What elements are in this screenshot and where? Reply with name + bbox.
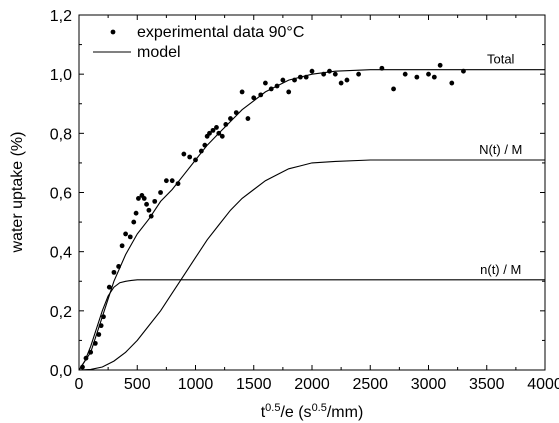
data-point	[431, 74, 437, 80]
data-point	[152, 198, 158, 204]
y-tick-label: 0,6	[50, 186, 72, 203]
model-curve-total	[78, 69, 545, 371]
data-point	[210, 127, 216, 133]
y-tick-label: 0,2	[50, 304, 72, 321]
data-point	[280, 77, 286, 83]
curve-label: Total	[487, 52, 515, 67]
legend-dot-marker	[110, 29, 116, 35]
data-point	[426, 71, 431, 77]
data-point	[263, 80, 268, 86]
curve-label: n(t) / M	[480, 262, 521, 277]
y-tick-label: 1,0	[50, 67, 72, 84]
x-tick-label: 1500	[236, 376, 272, 393]
data-point	[144, 201, 149, 207]
model-curve-ntm	[78, 279, 545, 371]
data-point	[136, 196, 141, 201]
data-point	[356, 71, 361, 77]
curve-label: N(t) / M	[479, 142, 522, 157]
data-point	[131, 219, 137, 225]
data-point	[214, 125, 219, 130]
y-tick-label: 0,4	[50, 245, 72, 262]
x-tick-label: 1000	[178, 376, 214, 393]
data-point	[332, 71, 338, 77]
data-point	[96, 332, 102, 337]
data-point	[111, 269, 117, 275]
y-tick-label: 1,2	[50, 8, 72, 25]
y-tick-label: 0,8	[50, 126, 72, 143]
data-point	[163, 178, 169, 184]
x-axis-title-mid: /e (s	[280, 404, 311, 421]
data-point	[391, 86, 396, 92]
x-tick-label: 3500	[469, 376, 505, 393]
data-point	[286, 89, 292, 95]
data-point	[245, 116, 251, 121]
x-axis-title-base: t	[261, 404, 266, 421]
plot-frame	[78, 14, 546, 371]
x-tick-label: 500	[124, 376, 151, 393]
data-point	[181, 151, 187, 157]
legend-label-experimental: experimental data 90°C	[137, 24, 304, 41]
x-axis-title-sup: 0.5	[265, 402, 280, 414]
data-point	[106, 284, 112, 290]
data-point	[175, 181, 181, 187]
data-point	[402, 71, 408, 77]
data-point	[187, 154, 193, 160]
data-point	[123, 231, 128, 237]
data-point	[207, 130, 212, 136]
data-point	[437, 62, 443, 68]
data-point	[198, 148, 204, 154]
x-axis-title: t0.5/e (s0.5/mm)	[261, 402, 364, 421]
x-axis-title-end: /mm)	[327, 404, 363, 421]
data-point	[344, 77, 350, 83]
data-point	[449, 80, 455, 86]
data-point	[239, 89, 245, 95]
y-tick-label: 0,0	[50, 363, 72, 380]
data-point	[141, 196, 147, 201]
data-point	[251, 95, 257, 101]
data-point	[219, 133, 225, 139]
model-curve-ntm	[78, 159, 545, 371]
data-point	[119, 243, 125, 249]
data-point	[133, 210, 139, 216]
x-tick-label: 0	[75, 376, 84, 393]
y-axis-title: water uptake (%)	[9, 132, 26, 254]
data-point	[146, 207, 152, 213]
x-axis-title-sup2: 0.5	[312, 402, 327, 414]
data-point	[309, 68, 315, 74]
data-point	[338, 80, 344, 86]
data-point	[127, 234, 133, 240]
legend-label-model: model	[137, 44, 181, 61]
x-tick-label: 3000	[411, 376, 447, 393]
x-tick-label: 2000	[294, 376, 330, 393]
x-tick-label: 4000	[527, 376, 559, 393]
data-point	[414, 74, 420, 80]
data-point	[158, 190, 163, 195]
x-tick-label: 2500	[352, 376, 388, 393]
data-point	[169, 178, 175, 184]
